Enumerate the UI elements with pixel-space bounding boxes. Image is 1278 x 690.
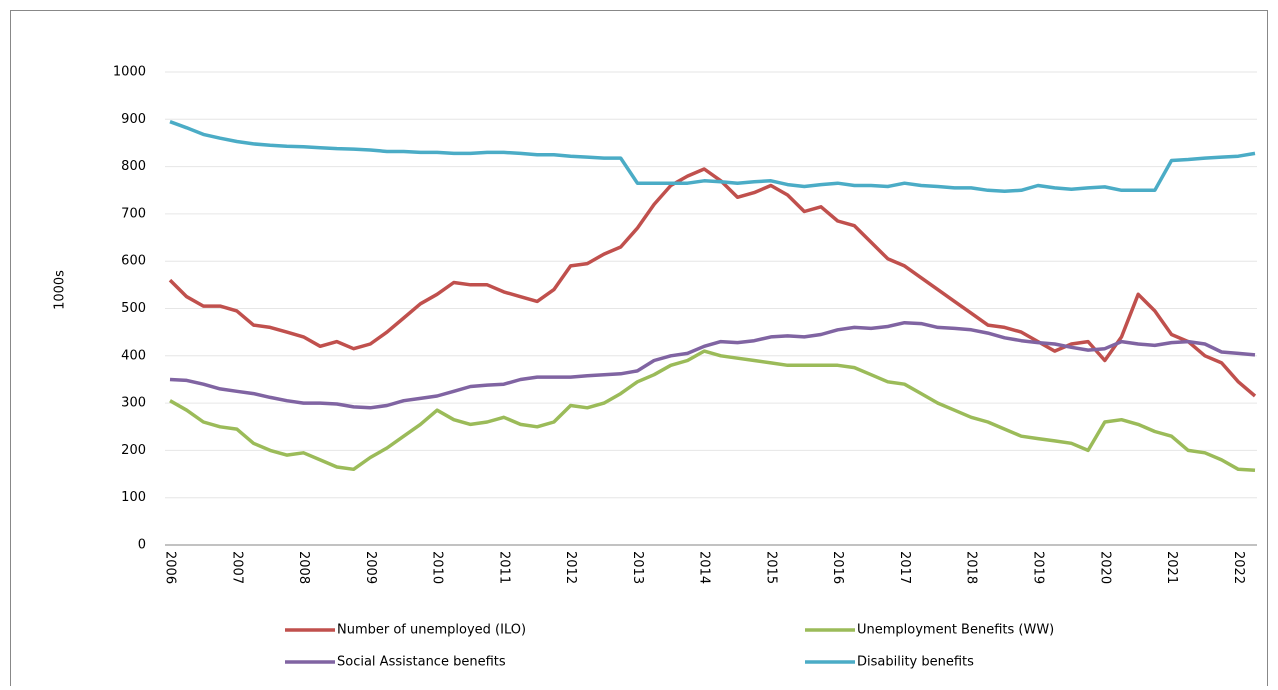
y-tick-label: 700 <box>121 206 146 221</box>
x-tick-label: 2013 <box>630 551 645 584</box>
y-tick-label: 800 <box>121 159 146 174</box>
y-tick-label: 100 <box>121 490 146 505</box>
y-tick-label: 1000 <box>113 65 146 80</box>
legend-label: Disability benefits <box>857 655 974 670</box>
series-line <box>168 167 1257 398</box>
x-tick-label: 2022 <box>1231 551 1246 584</box>
series-line <box>169 120 1256 193</box>
y-tick-label: 0 <box>138 538 146 553</box>
x-tick-label: 2011 <box>496 551 511 584</box>
y-tick-label: 600 <box>121 254 146 269</box>
x-tick-label: 2015 <box>763 551 778 584</box>
legend-label: Number of unemployed (ILO) <box>337 623 526 638</box>
x-tick-label: 2007 <box>229 551 244 584</box>
y-tick-label: 400 <box>121 348 146 363</box>
y-axis-label: 1000s <box>53 270 68 310</box>
x-tick-label: 2009 <box>363 551 378 584</box>
legend-label: Social Assistance benefits <box>337 655 506 670</box>
y-tick-label: 300 <box>121 396 146 411</box>
x-tick-label: 2018 <box>964 551 979 584</box>
x-tick-label: 2010 <box>430 551 445 584</box>
series-line <box>169 349 1256 473</box>
x-tick-label: 2016 <box>830 551 845 584</box>
x-tick-label: 2008 <box>296 551 311 584</box>
x-tick-label: 2006 <box>163 551 178 584</box>
x-tick-label: 2012 <box>563 551 578 584</box>
y-tick-label: 900 <box>121 112 146 127</box>
y-tick-label: 200 <box>121 443 146 458</box>
x-tick-label: 2014 <box>697 551 712 584</box>
x-tick-label: 2019 <box>1031 551 1046 584</box>
series-line <box>169 320 1256 410</box>
legend-label: Unemployment Benefits (WW) <box>857 623 1054 638</box>
chart-frame <box>10 10 1268 690</box>
x-tick-label: 2021 <box>1164 551 1179 584</box>
x-tick-label: 2020 <box>1097 551 1112 584</box>
y-tick-label: 500 <box>121 301 146 316</box>
x-tick-label: 2017 <box>897 551 912 584</box>
